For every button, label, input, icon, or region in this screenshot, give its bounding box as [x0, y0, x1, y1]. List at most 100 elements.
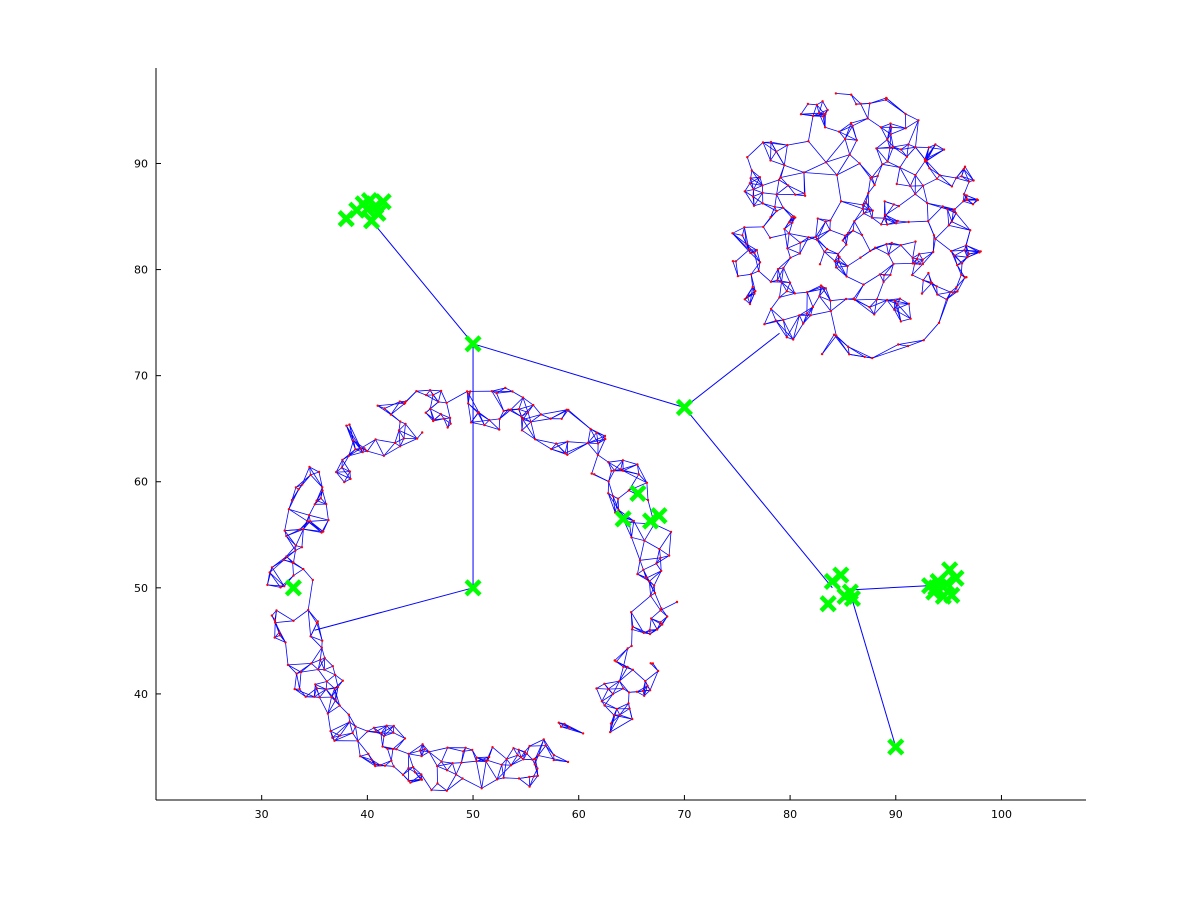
graph-node	[848, 353, 851, 356]
graph-node	[495, 778, 499, 781]
x-marker-stroke	[843, 589, 862, 608]
graph-node	[354, 725, 357, 728]
graph-node	[650, 617, 653, 620]
tree-edge	[371, 220, 474, 345]
graph-edge	[501, 758, 507, 766]
graph-edge	[446, 769, 457, 775]
graph-edge	[819, 286, 823, 297]
graph-node	[399, 420, 402, 423]
graph-edge	[774, 194, 777, 207]
graph-edge	[659, 531, 672, 550]
graph-node	[536, 767, 539, 770]
graph-edge	[770, 233, 790, 239]
graph-edge	[905, 113, 919, 121]
graph-edge	[639, 560, 644, 570]
graph-node	[875, 147, 878, 150]
graph-node	[325, 680, 329, 683]
graph-node	[651, 662, 655, 665]
graph-node	[845, 275, 848, 278]
graph-node	[769, 140, 773, 144]
x-marker	[374, 193, 392, 211]
graph-edge	[349, 471, 351, 479]
graph-edge	[770, 268, 779, 282]
graph-edge	[310, 471, 320, 476]
graph-edge	[408, 767, 416, 773]
graph-edge	[844, 138, 851, 155]
graph-edge	[291, 489, 299, 501]
graph-node	[338, 734, 342, 737]
graph-edge	[784, 222, 793, 230]
graph-node	[335, 470, 338, 474]
graph-edge	[561, 726, 570, 729]
graph-edge	[489, 418, 500, 421]
graph-edge	[367, 450, 385, 457]
graph-node	[859, 256, 862, 259]
graph-node	[550, 447, 553, 451]
graph-edge	[631, 520, 635, 538]
graph-node	[755, 248, 758, 252]
graph-node	[802, 171, 806, 174]
graph-edge	[819, 251, 825, 265]
graph-edge	[529, 776, 535, 787]
graph-edge	[529, 739, 544, 747]
graph-node	[542, 738, 545, 741]
graph-edge	[601, 693, 614, 702]
graph-node	[950, 220, 954, 223]
graph-edge	[292, 562, 304, 570]
graph-node	[509, 408, 512, 411]
graph-node	[636, 572, 639, 576]
graph-node	[567, 408, 570, 412]
graph-edge	[399, 438, 405, 447]
graph-edge	[639, 540, 645, 561]
graph-edge	[836, 174, 842, 202]
graph-node	[604, 437, 607, 441]
graph-edge	[308, 504, 316, 516]
graph-node	[395, 748, 398, 751]
graph-edge	[862, 204, 869, 210]
graph-edge	[946, 291, 951, 300]
graph-edge	[408, 753, 414, 768]
graph-edge	[310, 519, 329, 522]
graph-edge	[334, 732, 353, 742]
graph-edge	[963, 168, 970, 182]
graph-edge	[616, 703, 629, 710]
graph-edge	[334, 674, 339, 688]
graph-edge	[299, 672, 302, 690]
graph-node	[811, 305, 815, 309]
graph-edge	[612, 680, 620, 695]
graph-node	[814, 235, 817, 239]
graph-edge	[360, 439, 376, 449]
graph-edge	[437, 762, 453, 767]
graph-node	[526, 411, 530, 414]
graph-edge	[764, 320, 777, 325]
graph-edge	[327, 697, 332, 714]
graph-edge	[922, 251, 934, 261]
graph-node	[268, 571, 271, 574]
graph-edge	[742, 235, 750, 250]
x-tick-label: 70	[677, 808, 691, 821]
graph-edge	[296, 673, 300, 690]
graph-edge	[317, 621, 323, 641]
graph-node	[889, 133, 892, 136]
x-tick-label: 30	[255, 808, 269, 821]
graph-node	[794, 216, 797, 219]
graph-node	[427, 750, 431, 754]
graph-node	[517, 748, 520, 751]
graph-node	[862, 212, 865, 215]
graph-node	[442, 417, 446, 420]
graph-node	[613, 469, 616, 472]
graph-node	[938, 174, 941, 177]
graph-node	[870, 176, 874, 179]
graph-edge	[313, 684, 316, 697]
graph-node	[309, 473, 312, 477]
graph-node	[630, 611, 633, 614]
graph-edge	[966, 245, 980, 253]
graph-node	[621, 459, 625, 462]
graph-node	[661, 623, 664, 626]
graph-edge	[825, 162, 838, 176]
graph-edge	[908, 144, 916, 148]
graph-edge	[496, 387, 506, 394]
graph-edge	[937, 294, 947, 300]
graph-edge	[327, 713, 331, 732]
x-marker-stroke	[947, 569, 965, 587]
